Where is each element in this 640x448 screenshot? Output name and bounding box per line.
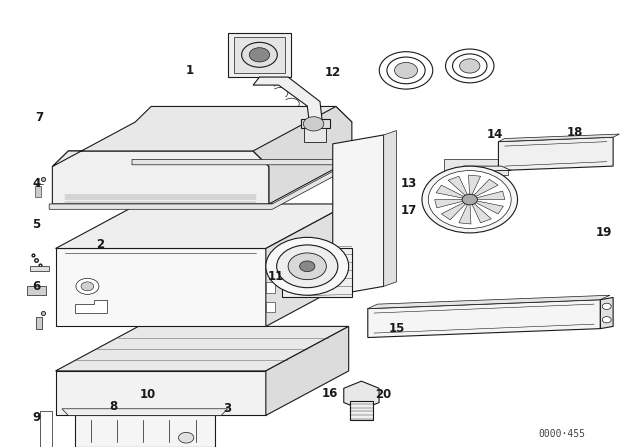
Text: 3: 3 xyxy=(223,402,232,415)
Circle shape xyxy=(303,116,324,131)
Polygon shape xyxy=(436,185,465,198)
Polygon shape xyxy=(344,381,379,409)
Polygon shape xyxy=(266,263,275,273)
Polygon shape xyxy=(468,175,481,195)
Polygon shape xyxy=(234,37,285,73)
Text: 0000·455: 0000·455 xyxy=(539,429,586,439)
Text: 6: 6 xyxy=(32,280,40,293)
Circle shape xyxy=(291,266,323,288)
Polygon shape xyxy=(75,415,215,447)
Polygon shape xyxy=(27,286,46,295)
Polygon shape xyxy=(62,409,228,415)
Circle shape xyxy=(460,59,480,73)
Polygon shape xyxy=(472,204,492,223)
Polygon shape xyxy=(56,327,349,371)
Polygon shape xyxy=(475,201,504,214)
Text: 18: 18 xyxy=(566,126,583,139)
Text: 8: 8 xyxy=(109,400,117,413)
Circle shape xyxy=(380,52,433,89)
Circle shape xyxy=(422,166,518,233)
Polygon shape xyxy=(49,159,355,209)
Text: 11: 11 xyxy=(268,270,284,283)
Polygon shape xyxy=(282,249,352,297)
Polygon shape xyxy=(474,179,498,197)
Text: 14: 14 xyxy=(487,129,504,142)
Text: 12: 12 xyxy=(324,66,341,79)
Polygon shape xyxy=(333,135,384,295)
Circle shape xyxy=(394,62,417,78)
Polygon shape xyxy=(56,371,266,415)
Text: 2: 2 xyxy=(96,237,104,250)
Text: 16: 16 xyxy=(321,387,338,400)
Polygon shape xyxy=(56,249,266,327)
Polygon shape xyxy=(81,447,100,448)
Circle shape xyxy=(300,261,315,271)
Text: 10: 10 xyxy=(140,388,156,401)
Circle shape xyxy=(452,54,487,78)
Circle shape xyxy=(288,253,326,280)
Polygon shape xyxy=(350,401,373,420)
Polygon shape xyxy=(499,134,620,142)
Text: 19: 19 xyxy=(595,226,612,239)
Text: 15: 15 xyxy=(388,322,404,335)
Polygon shape xyxy=(368,295,610,309)
Circle shape xyxy=(602,303,611,310)
Polygon shape xyxy=(253,77,323,130)
Polygon shape xyxy=(30,411,52,448)
Circle shape xyxy=(428,171,511,228)
Polygon shape xyxy=(56,204,349,249)
Polygon shape xyxy=(35,186,41,197)
Circle shape xyxy=(76,278,99,294)
Polygon shape xyxy=(113,447,129,448)
Polygon shape xyxy=(138,447,164,448)
Polygon shape xyxy=(463,166,511,174)
Polygon shape xyxy=(448,176,468,195)
Polygon shape xyxy=(228,33,291,77)
Text: 1: 1 xyxy=(186,64,193,77)
Polygon shape xyxy=(368,300,600,337)
Polygon shape xyxy=(444,159,508,175)
Text: 7: 7 xyxy=(36,111,44,124)
Polygon shape xyxy=(266,302,275,312)
Polygon shape xyxy=(459,204,471,224)
Polygon shape xyxy=(301,119,330,128)
Circle shape xyxy=(462,194,477,205)
Circle shape xyxy=(249,47,269,62)
Polygon shape xyxy=(499,137,613,171)
Polygon shape xyxy=(266,327,349,415)
Polygon shape xyxy=(600,297,613,329)
Polygon shape xyxy=(266,204,349,327)
Text: 5: 5 xyxy=(32,217,40,231)
Polygon shape xyxy=(52,151,269,204)
Circle shape xyxy=(387,57,425,84)
Polygon shape xyxy=(476,191,505,199)
Circle shape xyxy=(242,43,277,67)
Polygon shape xyxy=(52,107,352,167)
Circle shape xyxy=(179,432,194,443)
Polygon shape xyxy=(435,199,463,208)
Polygon shape xyxy=(30,266,49,271)
Polygon shape xyxy=(253,107,352,204)
Text: 20: 20 xyxy=(376,388,392,401)
Circle shape xyxy=(298,271,316,283)
Polygon shape xyxy=(170,447,189,448)
Circle shape xyxy=(81,282,94,291)
Text: 17: 17 xyxy=(401,204,417,217)
Text: 13: 13 xyxy=(401,177,417,190)
Circle shape xyxy=(266,237,349,295)
Polygon shape xyxy=(266,282,275,293)
Circle shape xyxy=(445,49,494,83)
Polygon shape xyxy=(384,130,396,286)
Polygon shape xyxy=(442,202,465,220)
Polygon shape xyxy=(36,318,42,329)
Text: 9: 9 xyxy=(32,411,40,424)
Circle shape xyxy=(602,317,611,323)
Polygon shape xyxy=(75,300,106,313)
Text: 4: 4 xyxy=(32,177,40,190)
Circle shape xyxy=(276,245,338,288)
Polygon shape xyxy=(304,128,326,142)
